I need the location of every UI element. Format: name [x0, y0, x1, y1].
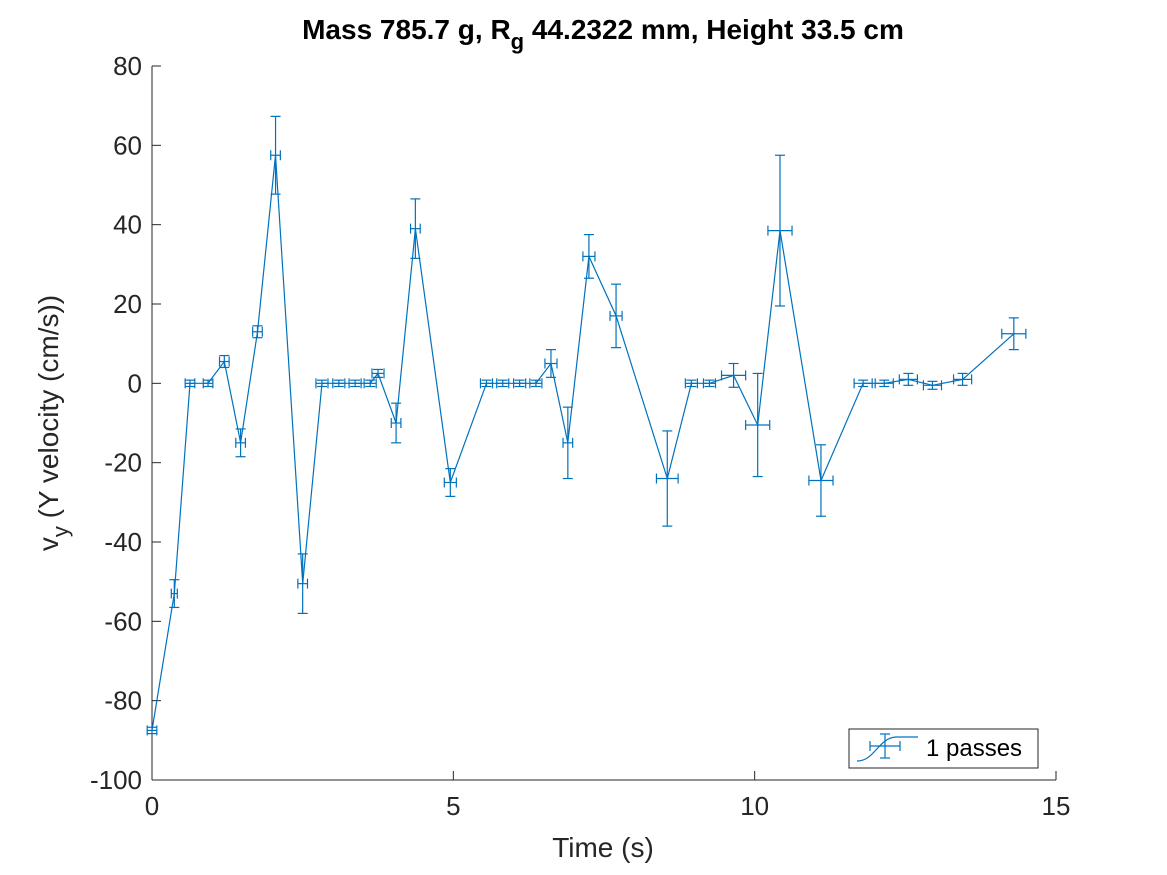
- data-point-errorbar: [529, 378, 543, 389]
- data-point-errorbar: [270, 115, 281, 195]
- y-tick-label: 80: [113, 51, 142, 81]
- data-point-errorbar: [582, 233, 596, 279]
- data-point-errorbar: [202, 378, 214, 389]
- data-point-errorbar: [218, 354, 230, 369]
- data-point-errorbar: [922, 380, 943, 391]
- data-point-errorbar: [479, 378, 494, 389]
- legend: 1 passes: [848, 728, 1039, 769]
- axes: 0 5 10 15 -100 -80 -60 -40 -20 0 20 40 60 80: [90, 51, 1071, 821]
- data-point-errorbar: [146, 725, 158, 736]
- data-point-errorbar: [443, 468, 457, 497]
- data-point-errorbar: [184, 378, 196, 389]
- data-point-errorbar: [562, 406, 574, 480]
- y-axis-label-part-2: (Y velocity (cm/s)): [33, 295, 64, 526]
- y-axis-label-subscript: y: [48, 526, 73, 537]
- x-tick-label: 0: [145, 791, 159, 821]
- x-tick-label: 15: [1042, 791, 1071, 821]
- y-axis-label: vy (Y velocity (cm/s)): [33, 295, 73, 551]
- chart-title-subscript: g: [511, 29, 524, 54]
- chart-title: Mass 785.7 g, Rg 44.2322 mm, Height 33.5…: [302, 14, 904, 54]
- y-tick-label: 40: [113, 210, 142, 240]
- data-point-errorbar: [720, 362, 747, 388]
- y-tick-label: 0: [128, 368, 142, 398]
- data-point-errorbar: [853, 378, 873, 389]
- data-point-errorbar: [702, 378, 717, 389]
- legend-line: [856, 736, 918, 762]
- data-point-errorbar: [1001, 317, 1027, 351]
- series-line: [151, 155, 1015, 731]
- x-tick-label: 10: [740, 791, 769, 821]
- data-point-errorbar: [169, 579, 180, 609]
- chart-title-part-1: Mass 785.7 g, R: [302, 14, 511, 45]
- y-tick-label: -60: [104, 606, 142, 636]
- data-point-errorbar: [952, 372, 973, 386]
- data-point-errorbar: [655, 430, 679, 527]
- data-point-errorbar: [252, 325, 263, 339]
- data-point-errorbar: [874, 378, 894, 389]
- data-point-errorbar: [315, 378, 329, 389]
- chart-title-part-2: 44.2322 mm, Height 33.5 cm: [524, 14, 904, 45]
- y-tick-label: -100: [90, 765, 142, 795]
- y-tick-label: -20: [104, 448, 142, 478]
- data-point-errorbar: [332, 378, 346, 389]
- data-point-errorbar: [609, 283, 623, 349]
- data-point-errorbar: [348, 378, 362, 389]
- data-point-errorbar: [409, 198, 421, 259]
- data-point-errorbar: [496, 378, 510, 389]
- y-tick-label: 60: [113, 130, 142, 160]
- legend-box: [848, 728, 1039, 769]
- data-point-errorbar: [684, 378, 699, 389]
- data-point-errorbar: [363, 378, 377, 389]
- legend-label: 1 passes: [926, 735, 1022, 762]
- y-tick-label: 20: [113, 289, 142, 319]
- data-point-errorbar: [767, 154, 793, 307]
- data-point-errorbar: [371, 368, 385, 379]
- legend-symbol: [856, 733, 918, 762]
- data-point-errorbar: [390, 402, 402, 444]
- series-layer: [146, 115, 1027, 736]
- y-tick-label: -80: [104, 686, 142, 716]
- data-point-errorbar: [745, 372, 771, 478]
- data-point-errorbar: [235, 428, 247, 458]
- data-point-errorbar: [297, 553, 309, 615]
- data-point-errorbar: [544, 349, 558, 378]
- x-tick-label: 5: [446, 791, 460, 821]
- x-axis-label: Time (s): [552, 832, 654, 863]
- data-point-errorbar: [898, 372, 918, 386]
- y-tick-label: -40: [104, 527, 142, 557]
- y-axis-label-part-1: v: [33, 537, 64, 551]
- data-point-errorbar: [512, 378, 527, 389]
- data-point-errorbar: [808, 444, 834, 517]
